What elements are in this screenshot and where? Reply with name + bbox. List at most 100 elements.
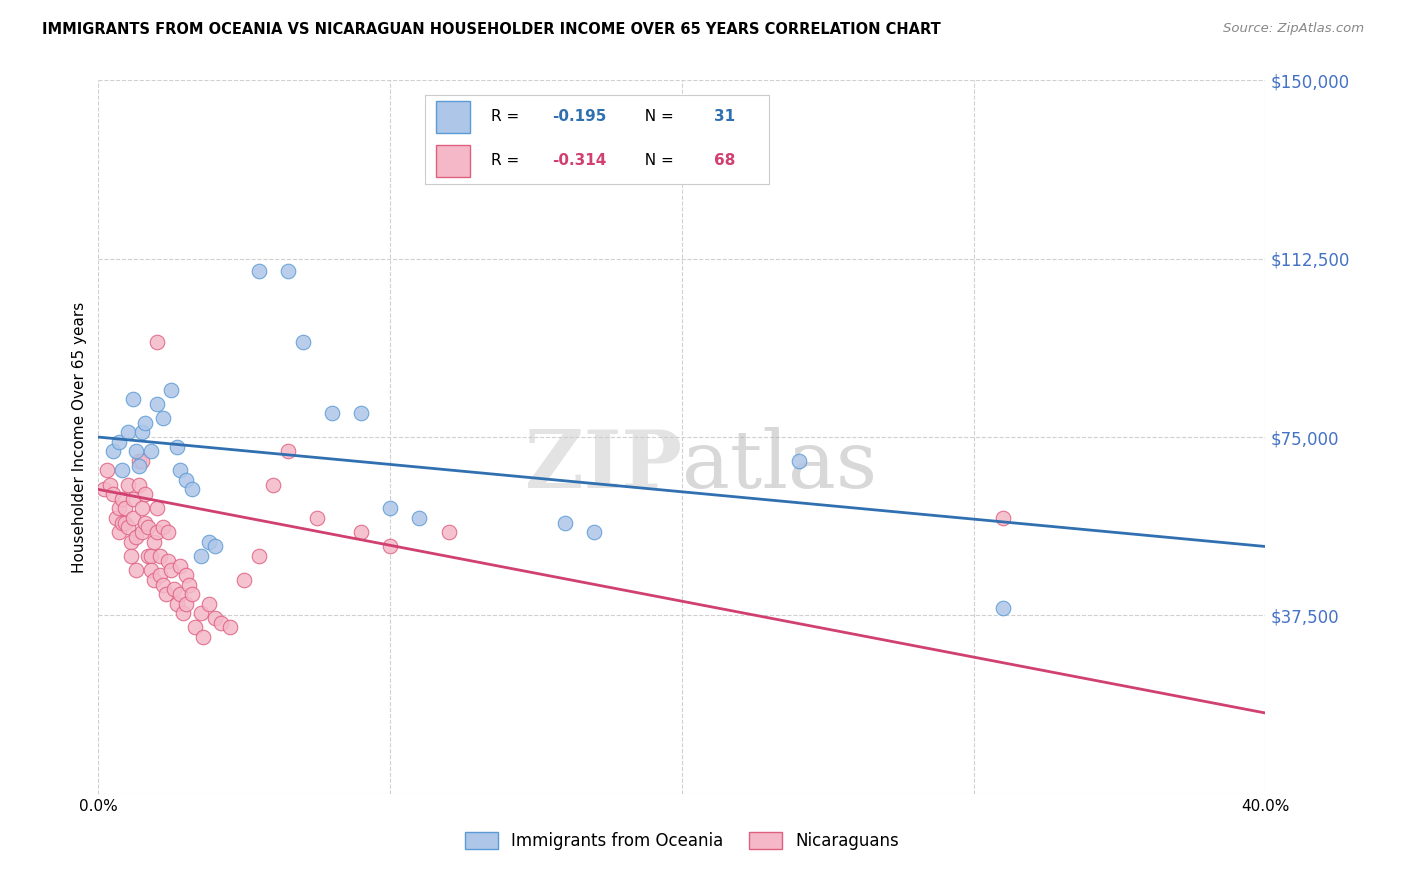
- Point: [198, 597, 221, 611]
- Point: [218, 620, 240, 634]
- Point: [134, 416, 156, 430]
- Point: [142, 534, 165, 549]
- Point: [122, 392, 145, 406]
- Point: [291, 334, 314, 349]
- Point: [146, 525, 169, 540]
- Point: [131, 454, 153, 468]
- Point: [131, 501, 153, 516]
- Point: [277, 263, 299, 277]
- Point: [160, 563, 183, 577]
- Point: [152, 520, 174, 534]
- Point: [166, 597, 188, 611]
- Point: [146, 334, 169, 349]
- Point: [157, 525, 180, 540]
- Point: [157, 554, 180, 568]
- Point: [125, 563, 148, 577]
- Point: [174, 473, 197, 487]
- Point: [155, 587, 177, 601]
- Point: [172, 606, 194, 620]
- Point: [128, 454, 150, 468]
- Text: Source: ZipAtlas.com: Source: ZipAtlas.com: [1223, 22, 1364, 36]
- Point: [114, 516, 136, 530]
- Point: [136, 549, 159, 563]
- Point: [131, 425, 153, 440]
- Text: atlas: atlas: [682, 426, 877, 505]
- Point: [101, 487, 124, 501]
- Text: IMMIGRANTS FROM OCEANIA VS NICARAGUAN HOUSEHOLDER INCOME OVER 65 YEARS CORRELATI: IMMIGRANTS FROM OCEANIA VS NICARAGUAN HO…: [42, 22, 941, 37]
- Point: [350, 406, 373, 420]
- Point: [204, 540, 226, 554]
- Point: [209, 615, 232, 630]
- Point: [787, 454, 810, 468]
- Point: [152, 411, 174, 425]
- Point: [104, 511, 127, 525]
- Point: [101, 444, 124, 458]
- Point: [108, 525, 131, 540]
- Point: [128, 477, 150, 491]
- Point: [307, 511, 329, 525]
- Point: [233, 573, 256, 587]
- Point: [125, 530, 148, 544]
- Point: [204, 611, 226, 625]
- Point: [149, 568, 172, 582]
- Point: [125, 444, 148, 458]
- Point: [139, 563, 162, 577]
- Point: [134, 516, 156, 530]
- Y-axis label: Householder Income Over 65 years: Householder Income Over 65 years: [72, 301, 87, 573]
- Point: [169, 587, 191, 601]
- Point: [180, 483, 202, 497]
- Point: [163, 582, 186, 597]
- Point: [111, 491, 134, 506]
- Point: [131, 525, 153, 540]
- Legend: Immigrants from Oceania, Nicaraguans: Immigrants from Oceania, Nicaraguans: [458, 825, 905, 857]
- Point: [139, 444, 162, 458]
- Point: [136, 520, 159, 534]
- Point: [142, 573, 165, 587]
- Point: [991, 511, 1014, 525]
- Point: [193, 630, 215, 644]
- Point: [350, 525, 373, 540]
- Point: [262, 477, 284, 491]
- Point: [190, 549, 212, 563]
- Point: [146, 397, 169, 411]
- Point: [177, 577, 200, 591]
- Point: [166, 440, 188, 454]
- Point: [117, 425, 139, 440]
- Point: [183, 620, 205, 634]
- Point: [198, 534, 221, 549]
- Point: [247, 549, 270, 563]
- Point: [114, 501, 136, 516]
- Point: [117, 520, 139, 534]
- Point: [122, 491, 145, 506]
- Point: [169, 558, 191, 573]
- Point: [583, 525, 606, 540]
- Point: [174, 568, 197, 582]
- Point: [380, 501, 402, 516]
- Point: [152, 577, 174, 591]
- Point: [321, 406, 343, 420]
- Point: [554, 516, 576, 530]
- Text: ZIP: ZIP: [524, 426, 682, 505]
- Point: [98, 477, 121, 491]
- Point: [277, 444, 299, 458]
- Point: [96, 463, 118, 477]
- Point: [408, 511, 430, 525]
- Point: [134, 487, 156, 501]
- Point: [111, 463, 134, 477]
- Point: [111, 516, 134, 530]
- Point: [149, 549, 172, 563]
- Point: [190, 606, 212, 620]
- Point: [122, 511, 145, 525]
- Point: [120, 549, 142, 563]
- Point: [108, 434, 131, 449]
- Point: [108, 501, 131, 516]
- Point: [180, 587, 202, 601]
- Point: [139, 549, 162, 563]
- Point: [117, 477, 139, 491]
- Point: [991, 601, 1014, 615]
- Point: [93, 483, 115, 497]
- Point: [128, 458, 150, 473]
- Point: [146, 501, 169, 516]
- Point: [169, 463, 191, 477]
- Point: [160, 383, 183, 397]
